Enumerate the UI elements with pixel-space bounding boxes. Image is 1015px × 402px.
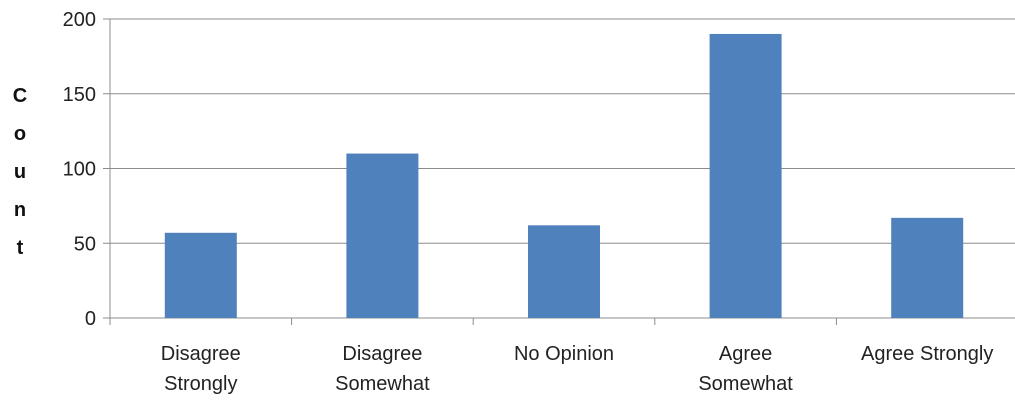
bar-2 xyxy=(346,153,419,318)
bar-5 xyxy=(891,217,964,318)
y-axis-label-char: t xyxy=(17,237,24,259)
y-axis-label-char: C xyxy=(13,85,27,107)
bar-3 xyxy=(528,225,600,318)
x-category-label: Strongly xyxy=(164,373,237,395)
x-category-label: Agree Strongly xyxy=(861,343,993,365)
x-category-label: Somewhat xyxy=(698,373,793,395)
x-category-label: Somewhat xyxy=(335,373,430,395)
x-category-label: Disagree xyxy=(161,343,241,365)
x-category-label: No Opinion xyxy=(514,343,614,365)
x-category-label: Disagree xyxy=(342,343,422,365)
y-tick-label: 150 xyxy=(63,84,96,106)
bar-4 xyxy=(709,33,782,318)
y-tick-label: 50 xyxy=(74,233,96,255)
y-tick-label: 200 xyxy=(63,9,96,31)
bar-1 xyxy=(164,232,237,318)
y-axis-label-char: o xyxy=(14,123,26,145)
y-axis-label-char: n xyxy=(14,199,26,221)
y-axis-label-char: u xyxy=(14,161,26,183)
x-category-label: Agree xyxy=(719,343,772,365)
y-tick-label: 0 xyxy=(85,308,96,330)
y-tick-label: 100 xyxy=(63,159,96,181)
